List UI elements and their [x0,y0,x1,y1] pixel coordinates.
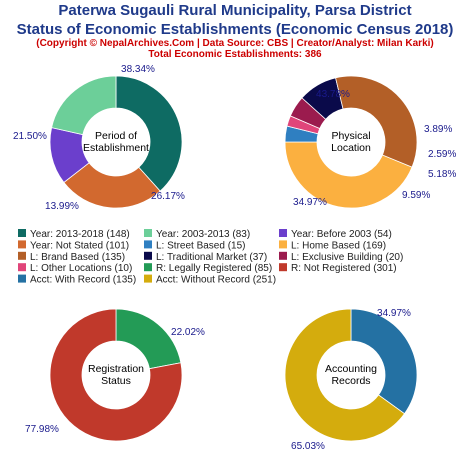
legend-item: Acct: With Record (135) [18,274,136,286]
legend-swatch [279,263,287,272]
legend-swatch [144,240,152,249]
legend-item: L: Home Based (169) [279,240,386,251]
legend-item: R: Not Registered (301) [279,263,397,274]
slice-percent-label: 22.02% [171,327,205,338]
legend-swatch [18,240,26,249]
legend-item: L: Street Based (15) [144,240,246,251]
legend-item: Year: 2013-2018 (148) [18,229,130,240]
legend-label: L: Traditional Market (37) [156,252,267,263]
slice-percent-label: 38.34% [121,64,155,75]
legend-swatch [279,251,287,260]
legend-item: Year: Not Stated (101) [18,240,129,251]
legend-item: L: Brand Based (135) [18,252,125,263]
slice-percent-label: 21.50% [13,131,47,142]
slice-percent-label: 2.59% [428,149,456,160]
slice-percent-label: 26.17% [151,191,185,202]
chart-title-line2: Status of Economic Establishments (Econo… [16,21,454,38]
legend-item: L: Traditional Market (37) [144,252,267,263]
legend-label: R: Legally Registered (85) [156,263,272,274]
legend-label: R: Not Registered (301) [291,263,397,274]
donut-center-label: Accounting [325,363,377,375]
donut-center-label: Period of [95,130,137,142]
legend-swatch [279,240,287,249]
donut-center-label: Records [331,375,370,387]
donut-center-label: Physical [331,130,370,142]
total-establishments: Total Economic Establishments: 386 [148,49,322,60]
legend-swatch [144,274,152,283]
legend-item: R: Legally Registered (85) [144,263,272,274]
legend-label: Year: 2003-2013 (83) [156,229,250,240]
legend-swatch [18,274,26,283]
legend-item: Year: 2003-2013 (83) [144,229,250,240]
legend-swatch [18,229,26,237]
legend: Year: 2013-2018 (148) Year: 2003-2013 (83… [18,229,403,286]
slice-percent-label: 5.18% [428,169,456,180]
legend-label: L: Brand Based (135) [30,252,125,263]
copyright-note: (Copyright © NepalArchives.Com | Data So… [36,38,434,49]
legend-label: Year: 2013-2018 (148) [30,229,130,240]
donut-center-label: Status [101,375,131,387]
chart-header: Paterwa Sugauli Rural Municipality, Pars… [0,0,470,61]
slice-percent-label: 34.97% [377,308,411,319]
slice-percent-label: 3.89% [424,124,452,135]
legend-label: L: Street Based (15) [156,240,246,251]
donut-hole [317,341,385,409]
donut-center-label: Location [331,142,371,154]
legend-swatch [279,229,287,237]
legend-swatch [18,251,26,260]
legend-item: Acct: Without Record (251) [144,274,276,286]
slice-percent-label: 34.97% [293,197,327,208]
legend-swatch [144,263,152,272]
donut-hole [82,341,150,409]
legend-swatch [144,251,152,260]
legend-label: L: Home Based (169) [291,240,386,251]
donut-hole [82,108,150,176]
legend-swatch [18,263,26,272]
slice-percent-label: 9.59% [402,190,430,201]
donut-center-label: Establishment [83,142,149,154]
legend-label: L: Other Locations (10) [30,263,132,274]
chart-title-line1: Paterwa Sugauli Rural Municipality, Pars… [58,2,412,19]
slice-percent-label: 77.98% [25,424,59,435]
legend-label: Acct: Without Record (251) [156,275,276,286]
donut-hole [317,108,385,176]
legend-label: Year: Not Stated (101) [30,240,129,251]
donut-center-label: Registration [88,363,144,375]
legend-label: L: Exclusive Building (20) [291,252,403,263]
legend-swatch [144,229,152,237]
legend-label: Year: Before 2003 (54) [291,229,392,240]
legend-item: Year: Before 2003 (54) [279,229,392,240]
slice-percent-label: 43.78% [316,89,350,100]
legend-item: L: Other Locations (10) [18,263,132,274]
slice-percent-label: 13.99% [45,201,79,212]
slice-percent-label: 65.03% [291,441,325,452]
legend-item: L: Exclusive Building (20) [279,252,403,263]
legend-label: Acct: With Record (135) [30,275,136,286]
